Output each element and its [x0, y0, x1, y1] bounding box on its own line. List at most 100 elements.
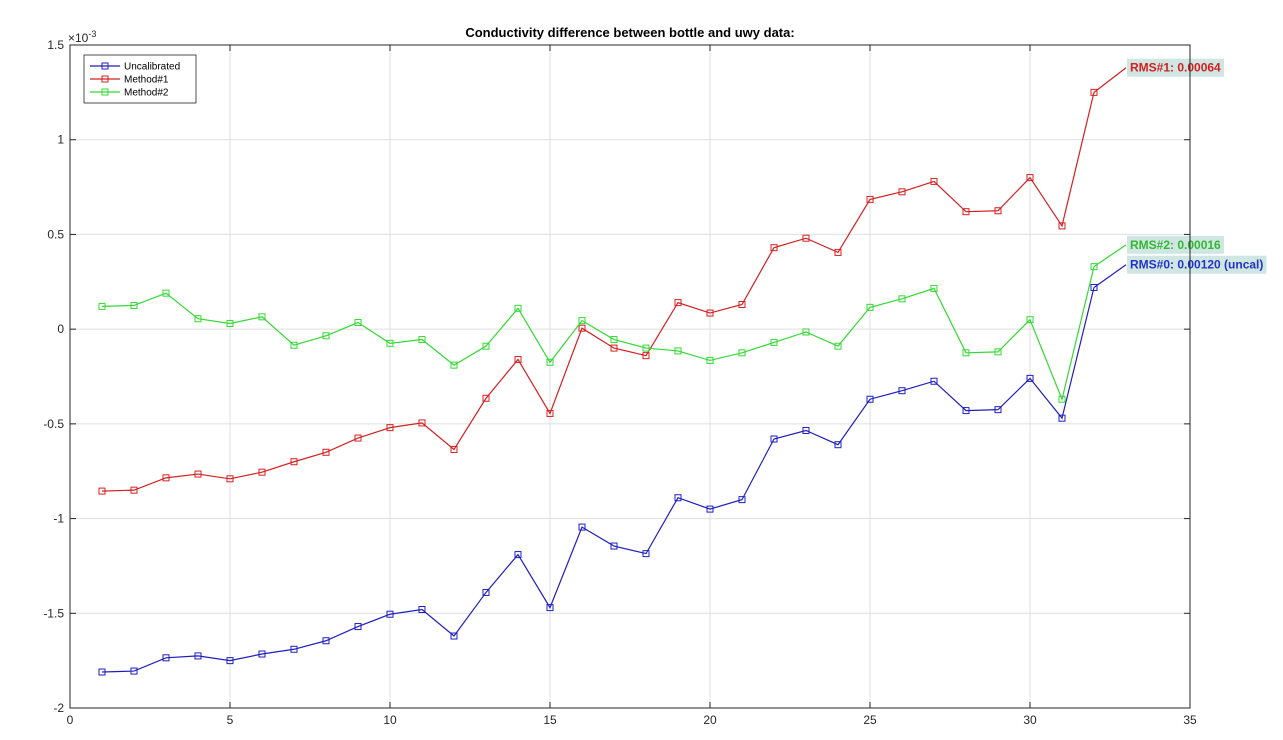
y-axis-exponent: ×10-3 — [68, 29, 96, 45]
data-point — [130, 486, 138, 494]
annotation-3: RMS#0: 0.00120 (uncal) — [1093, 255, 1267, 288]
data-point — [994, 348, 1002, 356]
annotation-label: RMS#2: 0.00016 — [1130, 238, 1221, 252]
annotation-leader — [1093, 244, 1127, 268]
legend-entry: Method#2 — [90, 88, 169, 99]
data-point — [546, 604, 554, 612]
legend-marker — [101, 88, 109, 96]
y-tick-label: 1.5 — [47, 38, 64, 52]
x-tick-label: 10 — [383, 713, 397, 727]
annotation-leader — [1093, 67, 1127, 93]
y-exponent-power: -3 — [88, 29, 96, 39]
data-point — [802, 426, 810, 434]
data-point — [770, 244, 778, 252]
annotation-background — [1127, 58, 1225, 77]
data-point — [994, 406, 1002, 414]
legend-marker — [101, 62, 109, 70]
data-point — [514, 551, 522, 559]
data-point — [674, 347, 682, 355]
data-point — [194, 470, 202, 478]
data-point — [418, 605, 426, 613]
y-exponent-base: ×10 — [68, 31, 89, 45]
annotation-leader — [1093, 264, 1127, 288]
data-point — [1090, 88, 1098, 96]
data-point — [354, 623, 362, 631]
data-point — [770, 435, 778, 443]
data-point — [450, 361, 458, 369]
data-point — [482, 588, 490, 596]
data-point — [162, 474, 170, 482]
data-point — [770, 338, 778, 346]
axes-box — [69, 44, 1191, 709]
data-point — [98, 302, 106, 310]
annotation-label: RMS#1: 0.00064 — [1130, 61, 1221, 75]
series-method-1 — [98, 88, 1098, 495]
data-point — [610, 336, 618, 344]
data-point — [706, 505, 714, 513]
data-point — [546, 358, 554, 366]
data-point — [1090, 263, 1098, 271]
data-point — [962, 349, 970, 357]
data-point — [130, 301, 138, 309]
y-tick-label: -1.5 — [43, 606, 64, 620]
data-point — [1026, 174, 1034, 182]
data-point — [1090, 283, 1098, 291]
data-point — [226, 475, 234, 483]
y-tick-label: -1 — [53, 512, 64, 526]
data-point — [354, 434, 362, 442]
data-point — [898, 387, 906, 395]
data-point — [642, 550, 650, 558]
data-point — [930, 284, 938, 292]
data-point — [1026, 374, 1034, 382]
data-point — [962, 208, 970, 216]
legend-entry: Method#1 — [90, 75, 169, 86]
data-point — [866, 303, 874, 311]
data-point — [322, 448, 330, 456]
y-tick-label: -0.5 — [43, 417, 64, 431]
data-point — [354, 319, 362, 327]
x-tick-label: 5 — [227, 713, 234, 727]
data-point — [290, 645, 298, 653]
series-line — [101, 287, 1095, 673]
legend: Uncalibrated Method#1 Method#2 — [83, 54, 197, 104]
data-point — [578, 317, 586, 325]
x-tick-label: 0 — [67, 713, 74, 727]
data-point — [706, 309, 714, 317]
data-point — [1058, 222, 1066, 230]
data-point — [322, 637, 330, 645]
y-tick-label: 1 — [57, 133, 64, 147]
data-point — [866, 395, 874, 403]
annotation-2: RMS#2: 0.00016 — [1093, 235, 1225, 268]
data-point — [418, 419, 426, 427]
annotation-label: RMS#0: 0.00120 (uncal) — [1130, 258, 1263, 272]
data-point — [738, 496, 746, 504]
legend-label: Uncalibrated — [124, 62, 180, 73]
x-tick-label: 25 — [863, 713, 877, 727]
data-point — [1026, 316, 1034, 324]
data-point — [194, 315, 202, 323]
data-point — [994, 207, 1002, 215]
y-tick-label: 0 — [57, 322, 64, 336]
data-point — [930, 377, 938, 385]
data-point — [130, 667, 138, 675]
data-point — [610, 344, 618, 352]
data-point — [482, 394, 490, 402]
data-point — [834, 248, 842, 256]
data-point — [898, 188, 906, 196]
legend-marker — [101, 75, 109, 83]
data-point — [642, 352, 650, 360]
data-point — [162, 654, 170, 662]
data-point — [642, 344, 650, 352]
data-point — [834, 441, 842, 449]
data-point — [258, 650, 266, 658]
y-tick-label: -2 — [53, 701, 64, 715]
data-point — [258, 313, 266, 321]
chart-title: Conductivity difference between bottle a… — [465, 25, 794, 40]
data-point — [930, 177, 938, 185]
data-point — [738, 301, 746, 309]
data-point — [386, 610, 394, 618]
data-point — [738, 349, 746, 357]
data-point — [610, 542, 618, 550]
data-point — [706, 356, 714, 364]
data-point — [450, 632, 458, 640]
